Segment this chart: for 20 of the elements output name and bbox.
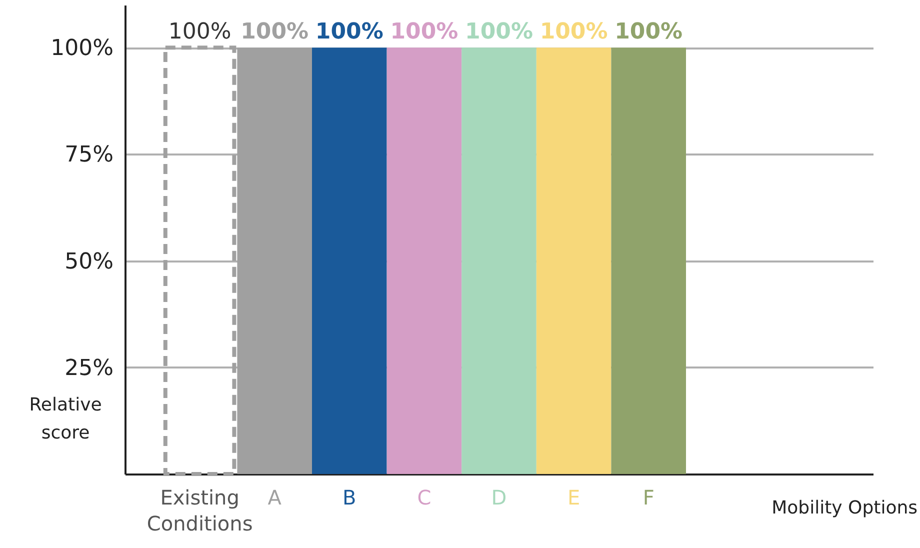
text: 100%	[240, 20, 309, 45]
y-tick-label: 25%	[64, 356, 114, 381]
x-tick-label: E	[567, 486, 580, 510]
x-tick-label: F	[642, 486, 654, 510]
y-axis-title: Relative score	[29, 394, 102, 444]
y-tick-label: 50%	[64, 249, 114, 274]
x-tick-label: C	[417, 486, 432, 510]
x-axis-title: Mobility Options	[772, 498, 918, 518]
x-tick-label: A	[268, 486, 282, 510]
text: 100%	[168, 20, 232, 45]
x-tick-label: B	[342, 486, 356, 510]
y-tick-label: 75%	[64, 142, 114, 168]
text: 100%	[540, 20, 608, 45]
y-tick-label: 100%	[50, 36, 114, 62]
x-tick-label: D	[491, 486, 507, 510]
text: 100%	[465, 20, 533, 45]
text: 100%	[614, 20, 683, 45]
text: 100%	[390, 20, 458, 45]
text: 100%	[315, 20, 384, 45]
x-tick-label: Existing Conditions	[146, 486, 253, 536]
